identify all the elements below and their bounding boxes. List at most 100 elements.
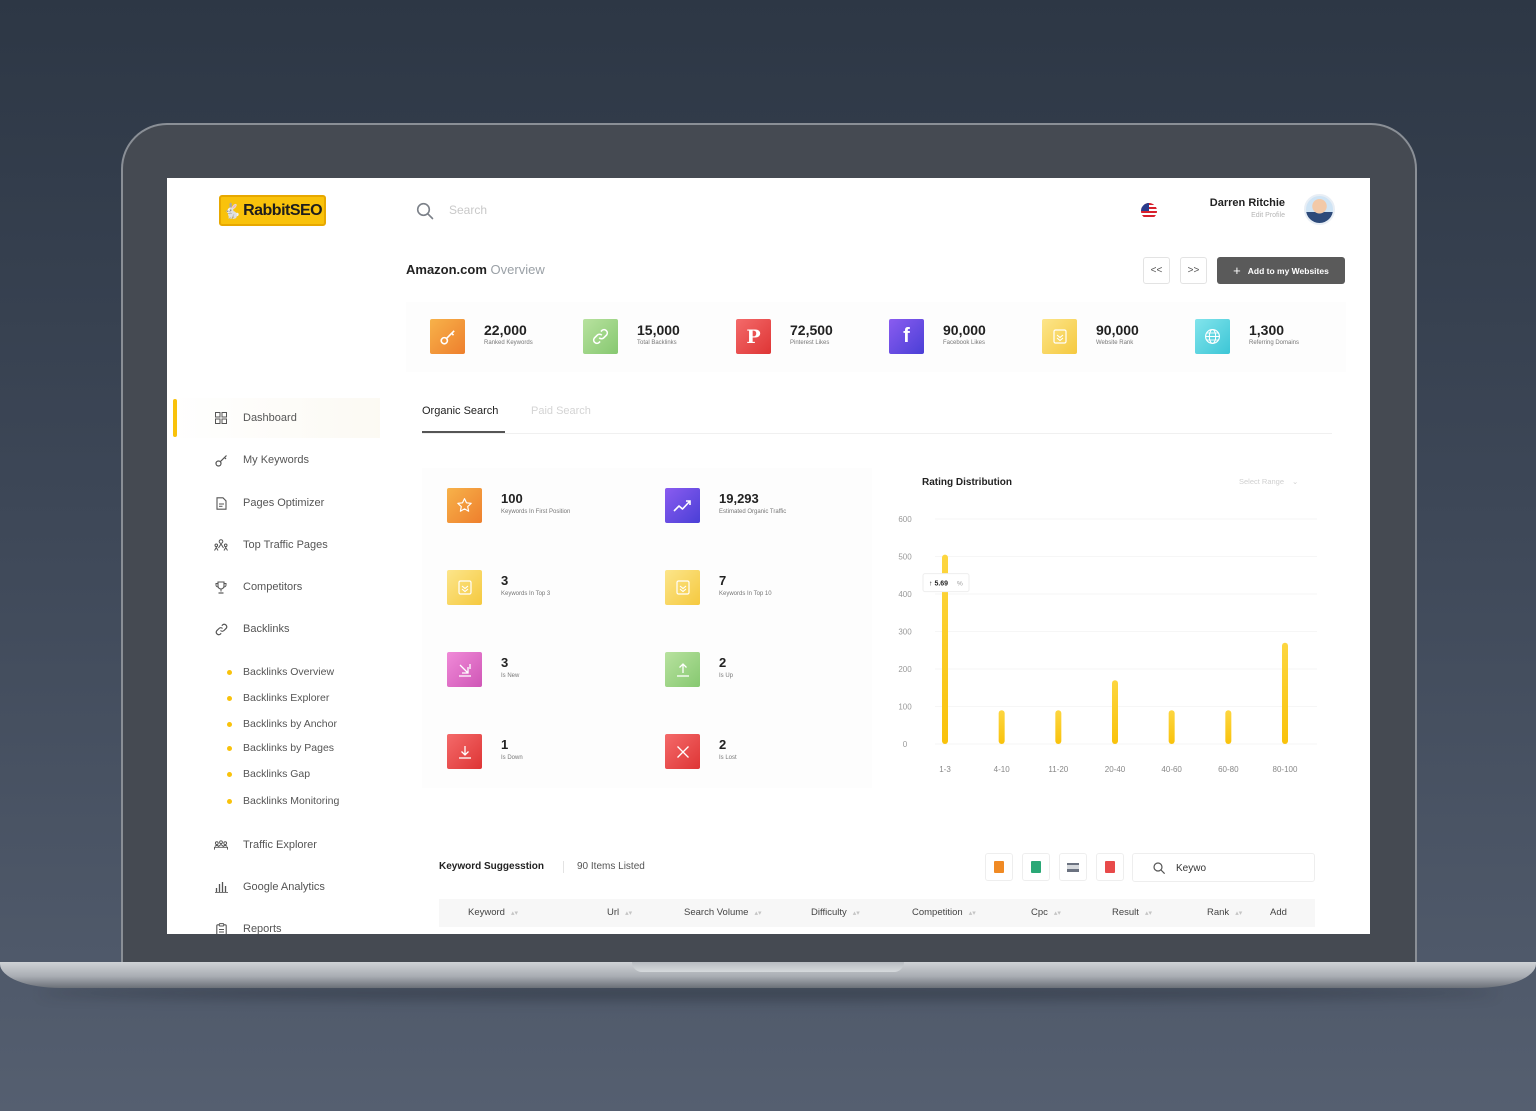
- select-range-dropdown[interactable]: Select Range ⌄: [1239, 477, 1298, 486]
- column-header-result[interactable]: Result ▴▾: [1112, 907, 1152, 918]
- chart-bar[interactable]: [1282, 642, 1288, 744]
- sidebar-item-competitors[interactable]: Competitors: [167, 567, 380, 607]
- people-icon: [214, 538, 228, 552]
- stat-website-rank[interactable]: 90,000 Website Rank: [1018, 302, 1158, 372]
- metric-label: Is Down: [501, 755, 523, 761]
- x-tick-label: 1-3: [939, 765, 951, 774]
- export-pdf-button[interactable]: [1096, 853, 1124, 881]
- stat-referring-domains[interactable]: 1,300 Referring Domains: [1171, 302, 1311, 372]
- metric-is-up[interactable]: 2 Is Up: [640, 632, 840, 692]
- chart-bar[interactable]: [998, 710, 1005, 744]
- export-green-button[interactable]: [1022, 853, 1050, 881]
- stat-pinterest-likes[interactable]: P 72,500 Pinterest Likes: [712, 302, 852, 372]
- stats-strip: 22,000 Ranked Keywords 15,000 Total Back…: [406, 302, 1346, 372]
- column-header-search-volume[interactable]: Search Volume ▴▾: [684, 907, 761, 918]
- sort-icon[interactable]: ▴▾: [754, 910, 762, 917]
- x-tick-label: 20-40: [1105, 765, 1126, 774]
- search-icon[interactable]: [1153, 862, 1165, 874]
- sidebar-item-top-traffic-pages[interactable]: Top Traffic Pages: [167, 525, 380, 565]
- chart-bar[interactable]: [1112, 680, 1118, 744]
- sort-icon[interactable]: ▴▾: [1053, 910, 1061, 917]
- sidebar-item-backlinks[interactable]: Backlinks: [167, 609, 380, 649]
- sidebar-subitem-backlinks-monitoring[interactable]: Backlinks Monitoring: [227, 792, 339, 810]
- sidebar-item-reports[interactable]: Reports: [167, 909, 380, 934]
- sort-icon[interactable]: ▴▾: [1235, 910, 1243, 917]
- sort-icon[interactable]: ▴▾: [510, 910, 518, 917]
- sidebar-label: Reports: [243, 923, 282, 934]
- sidebar-item-google-analytics[interactable]: Google Analytics: [167, 867, 380, 907]
- add-website-label: Add to my Websites: [1247, 265, 1329, 276]
- stat-ranked-keywords[interactable]: 22,000 Ranked Keywords: [406, 302, 546, 372]
- prev-button[interactable]: <<: [1143, 257, 1170, 284]
- tab-paid-search[interactable]: Paid Search: [531, 405, 591, 417]
- y-tick-label: 600: [898, 515, 912, 524]
- sidebar-subitem-backlinks-overview[interactable]: Backlinks Overview: [227, 663, 334, 681]
- rating-distribution-chart: 0 100 200 300 400 500 600 1-3 ↑ 5.69 % 4-10 11-20 20…: [898, 515, 1317, 774]
- chart-tooltip: ↑ 5.69%: [922, 573, 970, 593]
- column-header-keyword[interactable]: Keyword ▴▾: [468, 907, 518, 918]
- metrics-panel: 100 Keywords In First Position 19,293 Es…: [422, 468, 872, 788]
- column-header-add[interactable]: Add: [1270, 907, 1287, 918]
- column-header-cpc[interactable]: Cpc ▴▾: [1031, 907, 1061, 918]
- page-subtitle: Overview: [490, 262, 545, 277]
- metric-organic-traffic[interactable]: 19,293 Estimated Organic Traffic: [640, 468, 840, 528]
- y-tick-label: 500: [898, 553, 912, 562]
- stat-label: Referring Domains: [1249, 340, 1300, 346]
- print-icon: [1067, 862, 1079, 872]
- chart-bar[interactable]: [1055, 710, 1062, 744]
- sidebar-subitem-backlinks-gap[interactable]: Backlinks Gap: [227, 765, 310, 783]
- x-tick-label: 40-60: [1161, 765, 1182, 774]
- sidebar-subitem-backlinks-by-pages[interactable]: Backlinks by Pages: [227, 739, 334, 757]
- metric-value: 19,293: [719, 491, 759, 506]
- chart-bar[interactable]: [1168, 710, 1175, 744]
- sidebar-subitem-backlinks-explorer[interactable]: Backlinks Explorer: [227, 689, 329, 707]
- sidebar-item-dashboard[interactable]: Dashboard: [167, 398, 380, 438]
- export-orange-button[interactable]: [985, 853, 1013, 881]
- arrow-up-icon: [665, 652, 700, 687]
- column-header-rank[interactable]: Rank ▴▾: [1207, 907, 1242, 918]
- sort-icon[interactable]: ▴▾: [1144, 910, 1152, 917]
- sidebar-item-traffic-explorer[interactable]: Traffic Explorer: [167, 825, 380, 865]
- add-website-button[interactable]: + Add to my Websites: [1217, 257, 1345, 284]
- sidebar-label: Traffic Explorer: [243, 839, 317, 851]
- orange-file-icon: [994, 861, 1004, 873]
- stat-total-backlinks[interactable]: 15,000 Total Backlinks: [559, 302, 699, 372]
- stat-facebook-likes[interactable]: f 90,000 Facebook Likes: [865, 302, 1005, 372]
- user-name[interactable]: Darren Ritchie: [1209, 197, 1285, 209]
- edit-profile-link[interactable]: Edit Profile: [1251, 212, 1285, 219]
- brand-logo[interactable]: 🐇 RabbitSEO: [219, 195, 326, 226]
- chart-bar[interactable]: [942, 554, 948, 744]
- trend-up-icon: [665, 488, 700, 523]
- search-input[interactable]: [449, 200, 749, 220]
- sidebar-item-pages-optimizer[interactable]: Pages Optimizer: [167, 483, 380, 523]
- star-icon: [447, 488, 482, 523]
- us-flag-icon[interactable]: [1141, 203, 1157, 219]
- metric-is-lost[interactable]: 2 Is Lost: [640, 714, 840, 774]
- print-button[interactable]: [1059, 853, 1087, 881]
- clipboard-icon: [214, 922, 228, 934]
- sort-icon[interactable]: ▴▾: [852, 910, 860, 917]
- chart-bar[interactable]: [1225, 710, 1232, 744]
- metric-value: 2: [719, 737, 727, 752]
- stat-label: Pinterest Likes: [790, 340, 830, 346]
- column-header-difficulty[interactable]: Difficulty ▴▾: [811, 907, 860, 918]
- sidebar-item-my-keywords[interactable]: My Keywords: [167, 440, 380, 480]
- metric-label: Is Lost: [719, 755, 737, 761]
- metric-first-position[interactable]: 100 Keywords In First Position: [422, 468, 622, 528]
- metric-top-10[interactable]: 7 Keywords In Top 10: [640, 550, 840, 610]
- sidebar-subitem-backlinks-by-anchor[interactable]: Backlinks by Anchor: [227, 715, 337, 733]
- column-header-url[interactable]: Url ▴▾: [607, 907, 632, 918]
- column-header-competition[interactable]: Competition ▴▾: [912, 907, 976, 918]
- metric-is-down[interactable]: 1 Is Down: [422, 714, 622, 774]
- green-file-icon: [1031, 861, 1041, 873]
- sort-icon[interactable]: ▴▾: [968, 910, 976, 917]
- metric-top-3[interactable]: 3 Keywords In Top 3: [422, 550, 622, 610]
- sort-icon[interactable]: ▴▾: [625, 910, 633, 917]
- keyword-search-input[interactable]: [1176, 860, 1306, 876]
- tooltip-box: [922, 573, 970, 593]
- tab-organic-search[interactable]: Organic Search: [422, 405, 499, 417]
- next-button[interactable]: >>: [1180, 257, 1207, 284]
- metric-is-new[interactable]: 3 Is New: [422, 632, 622, 692]
- search-icon[interactable]: [416, 202, 434, 220]
- avatar[interactable]: [1304, 194, 1335, 225]
